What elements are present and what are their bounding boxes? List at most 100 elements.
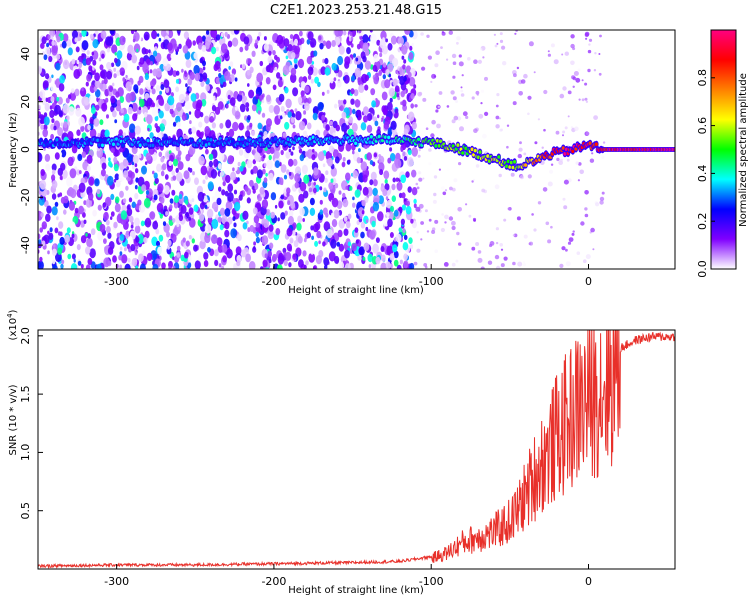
heatmap-cell-1799 [352,202,356,208]
heatmap-cell-1886 [44,103,50,111]
heatmap-cell-1983 [169,154,175,163]
heatmap-cell-568 [391,195,396,202]
heatmap-cell-2895 [480,102,483,105]
heatmap-cell-194 [113,178,117,183]
heatmap-cell-2137 [347,241,352,247]
heatmap-cell-1838 [289,238,294,244]
heatmap-cell-2337 [54,104,61,115]
heatmap-cell-1479 [312,106,319,115]
heatmap-cell-2641 [563,205,568,210]
heatmap-cell-2248 [129,123,136,133]
heatmap-cell-2440 [167,42,173,51]
heatmap-cell-1650 [176,121,181,128]
heatmap-cell-1791 [341,131,345,135]
heatmap-cell-1151 [124,247,127,252]
heatmap-cell-2734 [458,54,462,58]
heatmap-cell-1990 [382,107,388,116]
heatmap-cell-2766 [422,177,425,180]
snr-x-tick-0: -300 [104,575,129,588]
heatmap-cell-1103 [315,255,322,265]
heatmap-cell-1796 [407,111,415,122]
colorbar-tick-1: 0.2 [696,212,709,230]
heatmap-cell-2349 [221,189,226,196]
heatmap-cell-2515 [106,70,113,80]
spectrogram-y-tick-4: 40 [19,47,32,61]
heatmap-cell-1218 [389,263,394,269]
heatmap-cell-2243 [389,87,395,97]
heatmap-cell-483 [401,204,406,211]
heatmap-cell-2839 [480,48,483,51]
heatmap-cell-2144 [197,42,203,50]
heatmap-cell-3517 [505,164,509,169]
heatmap-cell-1988 [217,163,222,170]
heatmap-cell-1399 [336,241,340,247]
heatmap-cell-1790 [60,149,67,158]
heatmap-cell-358 [110,193,115,200]
heatmap-cell-2386 [93,118,100,127]
heatmap-cell-1798 [43,54,48,61]
heatmap-cell-2163 [387,218,393,228]
heatmap-cell-2554 [239,103,246,113]
heatmap-cell-2874 [431,119,436,125]
snr-y-tick-3: 2.0 [19,327,32,345]
heatmap-cell-2510 [396,93,400,98]
heatmap-cell-2483 [301,164,308,175]
heatmap-cell-2429 [71,145,78,154]
heatmap-cell-2336 [185,83,188,88]
heatmap-cell-804 [189,167,193,173]
heatmap-cell-2827 [575,77,581,83]
heatmap-cell-2796 [437,105,440,108]
heatmap-cell-1014 [40,124,44,130]
heatmap-cell-2210 [324,177,328,183]
heatmap-cell-2505 [217,216,222,223]
heatmap-cell-2082 [51,174,56,181]
heatmap-cell-2530 [266,118,272,128]
heatmap-cell-2095 [125,81,133,92]
heatmap-cell-2653 [500,263,505,268]
spectrogram-x-tick-1: -200 [261,275,286,288]
heatmap-cell-2905 [471,180,474,183]
heatmap-cell-567 [179,37,184,44]
heatmap-cell-2847 [448,30,453,35]
colorbar-ticks: 0.0 0.2 0.4 0.6 0.8 [696,69,715,278]
heatmap-cell-2564 [408,52,414,60]
heatmap-cell-2723 [547,50,550,53]
heatmap-cell-2115 [131,258,138,267]
heatmap-cell-2213 [263,131,268,138]
heatmap-cell-2436 [407,71,412,78]
heatmap-cell-1197 [119,96,125,103]
heatmap-cell-1755 [408,237,413,245]
heatmap-cell-1651 [302,218,306,222]
heatmap-cell-2373 [134,192,139,200]
heatmap-cell-3141 [209,138,213,142]
heatmap-cell-3003 [100,143,105,148]
heatmap-cell-2846 [570,34,575,39]
heatmap-cell-3405 [417,137,421,142]
heatmap-cell-1449 [59,75,65,84]
heatmap-cell-2458 [38,233,41,240]
heatmap-cell-2428 [85,264,91,269]
heatmap-cell-1581 [233,222,237,228]
heatmap-cell-1597 [295,111,302,121]
heatmap-cell-1786 [307,74,312,80]
heatmap-cell-1339 [385,38,388,43]
heatmap-cell-2026 [292,124,296,129]
heatmap-cell-1660 [150,85,154,90]
heatmap-cell-2540 [139,57,145,65]
heatmap-cell-2076 [269,146,275,155]
heatmap-cell-943 [387,157,392,164]
heatmap-cell-2133 [90,118,94,125]
heatmap-cell-946 [242,30,245,33]
heatmap-cell-1867 [383,121,390,130]
heatmap-cell-1685 [172,218,176,223]
heatmap-cell-2256 [39,89,46,99]
heatmap-cell-759 [225,174,231,184]
heatmap-cell-1979 [283,174,288,180]
heatmap-cell-1991 [216,197,222,206]
heatmap-cell-1533 [385,196,389,201]
heatmap-cell-1744 [216,237,223,247]
heatmap-cell-2098 [158,151,163,157]
heatmap-cell-3575 [550,152,554,156]
heatmap-cell-2235 [351,243,357,252]
heatmap-cell-501 [69,91,77,101]
